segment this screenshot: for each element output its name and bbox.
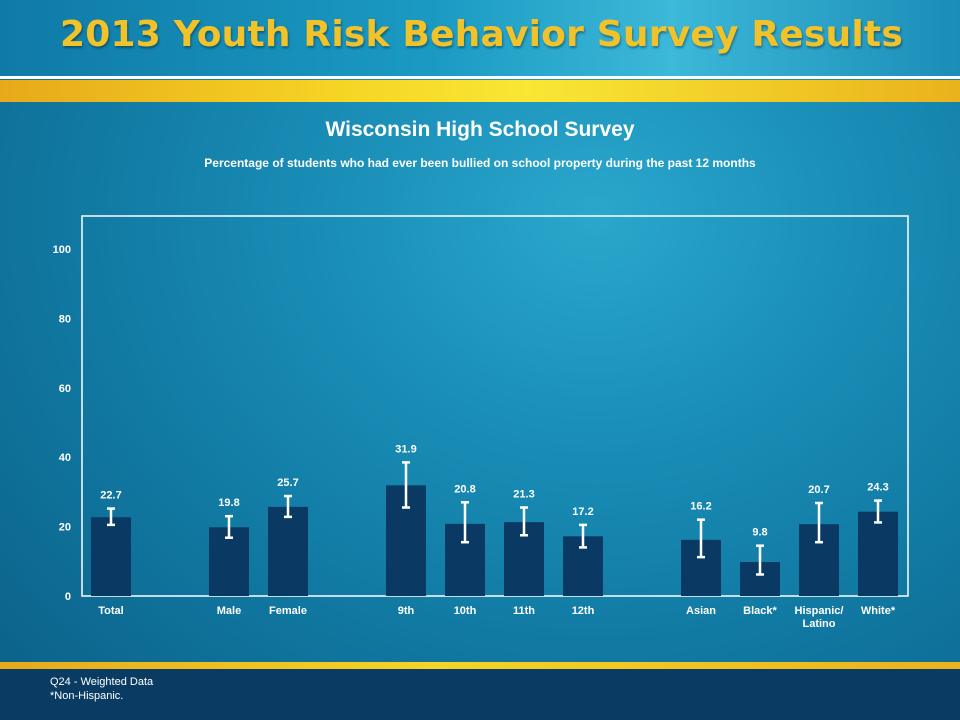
bar [268, 506, 308, 596]
data-label: 16.2 [690, 501, 711, 513]
chart-subtitle: Percentage of students who had ever been… [204, 156, 756, 170]
footer-gold-stripe [0, 662, 960, 669]
data-label: 22.7 [100, 490, 121, 502]
x-tick-label: Asian [686, 605, 716, 617]
page-title: 2013 Youth Risk Behavior Survey Results [60, 14, 903, 55]
x-tick-label: Hispanic/ [795, 605, 844, 617]
header-gold-stripe [0, 80, 960, 102]
data-label: 20.8 [454, 483, 475, 495]
data-label: 24.3 [867, 482, 888, 494]
x-tick-label: 11th [513, 605, 535, 617]
chart-title: Wisconsin High School Survey [325, 118, 635, 141]
x-tick-label: Female [269, 605, 307, 617]
data-label: 20.7 [808, 484, 829, 496]
data-label: 31.9 [395, 443, 416, 455]
header-divider [0, 76, 960, 79]
header-banner [0, 0, 960, 78]
y-tick-label: 60 [59, 383, 71, 395]
data-label: 19.8 [218, 497, 239, 509]
x-tick-label: Total [98, 605, 123, 617]
footer-bar [0, 669, 960, 720]
footnote-non-hispanic: *Non-Hispanic. [50, 690, 124, 702]
y-tick-label: 0 [65, 591, 71, 603]
x-tick-label: 10th [454, 605, 477, 617]
y-tick-label: 100 [53, 244, 71, 256]
plot-frame [81, 215, 909, 597]
bar [91, 517, 131, 596]
y-tick-label: 40 [59, 452, 71, 464]
x-tick-label: 9th [398, 605, 415, 617]
x-tick-label: Latino [803, 618, 836, 630]
footnote-data-note: Q24 - Weighted Data [50, 676, 154, 688]
x-tick-label: Black* [743, 605, 777, 617]
x-tick-label: Male [217, 605, 241, 617]
data-label: 9.8 [752, 527, 767, 539]
data-label: 25.7 [277, 477, 298, 489]
y-tick-label: 20 [59, 522, 71, 534]
y-tick-label: 80 [59, 313, 71, 325]
data-label: 21.3 [513, 489, 534, 501]
x-tick-label: White* [861, 605, 896, 617]
x-tick-label: 12th [572, 605, 595, 617]
data-label: 17.2 [572, 506, 593, 518]
bar [858, 511, 898, 596]
